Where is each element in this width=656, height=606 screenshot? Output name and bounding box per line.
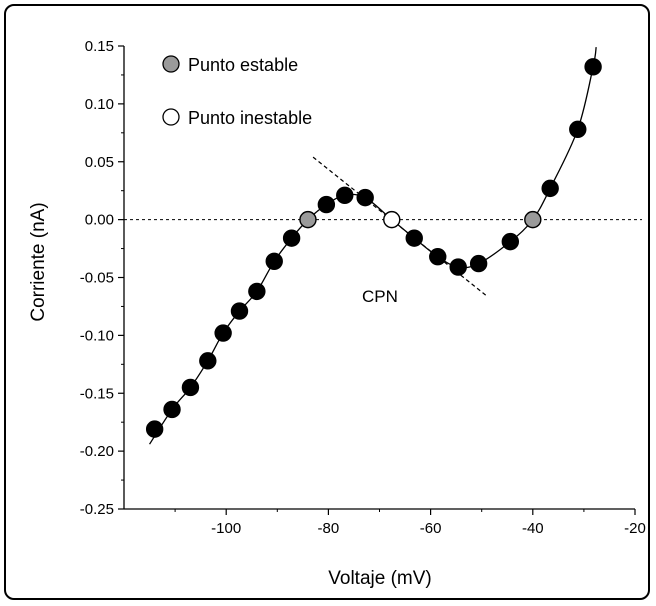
y-tick-label: 0.05 bbox=[85, 154, 114, 171]
chart-frame bbox=[4, 4, 650, 600]
x-tick-label: -60 bbox=[420, 520, 442, 537]
stable-point bbox=[524, 210, 542, 229]
data-point bbox=[501, 232, 520, 251]
axis-ticks: 0.15 0.10 0.05 0.00 -0.05 -0.10 -0.15 -0.20 -0.2… bbox=[80, 38, 646, 537]
y-tick-label: -0.20 bbox=[80, 443, 114, 460]
y-tick-label: 0.00 bbox=[85, 212, 114, 229]
cpn-annotation: CPN bbox=[362, 287, 398, 306]
stable-point bbox=[299, 210, 317, 229]
data-point bbox=[199, 352, 217, 370]
fit-curve bbox=[149, 47, 597, 445]
y-tick-label: -0.10 bbox=[80, 327, 114, 344]
data-points bbox=[145, 58, 602, 438]
data-point bbox=[181, 378, 200, 397]
legend-label-unstable: Punto inestable bbox=[188, 108, 312, 128]
legend: Punto estable Punto inestable bbox=[162, 55, 312, 128]
data-point bbox=[469, 254, 488, 273]
x-tick-label: -100 bbox=[211, 520, 241, 537]
y-tick-label: -0.25 bbox=[80, 501, 114, 518]
data-point bbox=[429, 247, 447, 266]
data-point bbox=[584, 58, 602, 76]
data-point bbox=[541, 179, 559, 198]
data-point bbox=[163, 400, 181, 419]
legend-marker-stable bbox=[162, 55, 180, 73]
fit-curve-group bbox=[124, 47, 642, 445]
data-point bbox=[336, 186, 354, 205]
x-tick-label: -80 bbox=[318, 520, 340, 537]
data-point bbox=[449, 258, 467, 276]
data-point bbox=[356, 188, 374, 207]
data-point bbox=[317, 195, 336, 214]
x-tick-label: -20 bbox=[624, 520, 646, 537]
x-axis-title: Voltaje (mV) bbox=[328, 568, 431, 589]
legend-marker-unstable bbox=[162, 108, 180, 126]
legend-label-stable: Punto estable bbox=[188, 55, 298, 75]
data-point bbox=[569, 120, 587, 139]
data-point bbox=[265, 252, 283, 270]
unstable-point bbox=[383, 210, 401, 229]
y-tick-label: -0.15 bbox=[80, 385, 114, 402]
y-axis-title: Corriente (nA) bbox=[28, 202, 49, 321]
data-point bbox=[145, 420, 164, 438]
data-point bbox=[230, 302, 249, 320]
data-point bbox=[282, 229, 301, 247]
y-tick-label: 0.15 bbox=[85, 38, 114, 55]
x-tick-label: -40 bbox=[522, 520, 544, 537]
data-point bbox=[248, 282, 266, 301]
y-tick-label: 0.10 bbox=[85, 96, 114, 113]
data-point bbox=[214, 324, 232, 342]
y-tick-label: -0.05 bbox=[80, 270, 114, 287]
data-point bbox=[405, 229, 423, 247]
